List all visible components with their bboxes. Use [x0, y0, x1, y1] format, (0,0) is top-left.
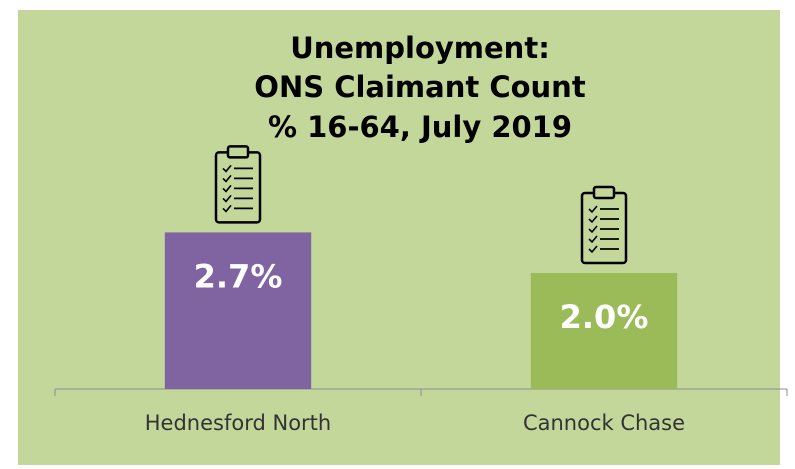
x-tick-label: Cannock Chase — [523, 411, 685, 435]
check — [222, 204, 232, 213]
check — [222, 164, 232, 173]
value-label: 2.7% — [194, 257, 283, 295]
value-label: 2.0% — [560, 298, 649, 336]
check — [222, 184, 232, 193]
check — [222, 174, 232, 183]
x-tick-label: Hednesford North — [145, 411, 331, 435]
check — [588, 245, 598, 254]
clipboard-icon — [580, 185, 628, 265]
clipboard-clip — [592, 185, 616, 200]
clipboard-icon — [214, 145, 262, 224]
check — [588, 225, 598, 234]
chart-title: Unemployment: — [290, 31, 550, 65]
check — [588, 205, 598, 214]
check — [588, 235, 598, 244]
check — [222, 194, 232, 203]
check — [588, 215, 598, 224]
clipboard-clip — [226, 145, 250, 159]
bar — [164, 232, 312, 389]
chart-title: ONS Claimant Count — [254, 70, 586, 104]
bar — [530, 273, 678, 389]
chart-title: % 16-64, July 2019 — [268, 110, 572, 144]
